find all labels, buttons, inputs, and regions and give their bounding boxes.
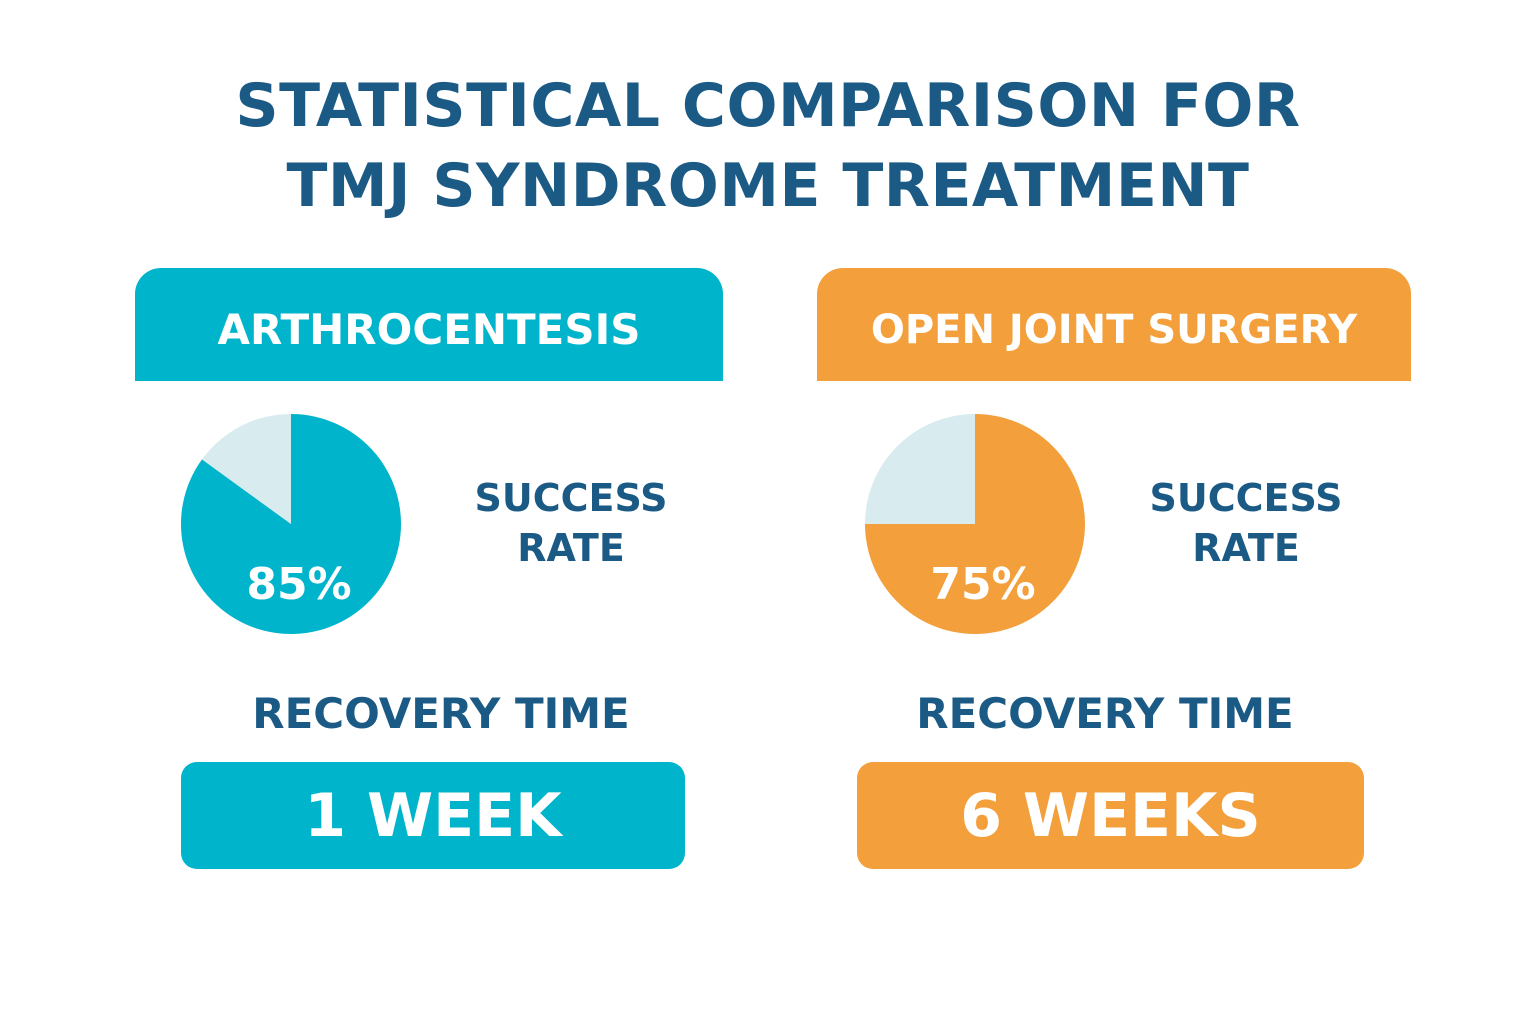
arthrocentesis-header: ARTHROCENTESIS xyxy=(135,268,723,381)
open-joint-surgery-recovery-value: 6 WEEKS xyxy=(857,762,1364,869)
pie-slice-remainder xyxy=(202,414,291,524)
arthrocentesis-recovery-label: RECOVERY TIME xyxy=(252,689,630,738)
title-line-1: STATISTICAL COMPARISON FOR xyxy=(235,71,1301,141)
arthrocentesis-pie-chart: 85% xyxy=(180,414,401,634)
open-joint-surgery-header: OPEN JOINT SURGERY xyxy=(817,268,1411,381)
success-label-line-2: RATE xyxy=(1192,526,1300,570)
pie-slice-remainder xyxy=(865,414,975,524)
page-title: STATISTICAL COMPARISON FOR TMJ SYNDROME … xyxy=(0,66,1536,226)
open-joint-surgery-pie-chart: 75% xyxy=(865,414,1085,634)
success-label-line-2: RATE xyxy=(517,526,625,570)
open-joint-surgery-success-label: SUCCESS RATE xyxy=(1116,473,1376,573)
pie-slice-success xyxy=(180,414,401,634)
arthrocentesis-recovery-value: 1 WEEK xyxy=(181,762,685,869)
arthrocentesis-success-label: SUCCESS RATE xyxy=(441,473,701,573)
open-joint-surgery-recovery-label: RECOVERY TIME xyxy=(916,689,1294,738)
open-joint-surgery-value-label: 75% xyxy=(930,559,1035,610)
arthrocentesis-value-label: 85% xyxy=(246,559,351,610)
title-line-2: TMJ SYNDROME TREATMENT xyxy=(286,151,1250,221)
success-label-line-1: SUCCESS xyxy=(1149,476,1343,520)
success-label-line-1: SUCCESS xyxy=(474,476,668,520)
